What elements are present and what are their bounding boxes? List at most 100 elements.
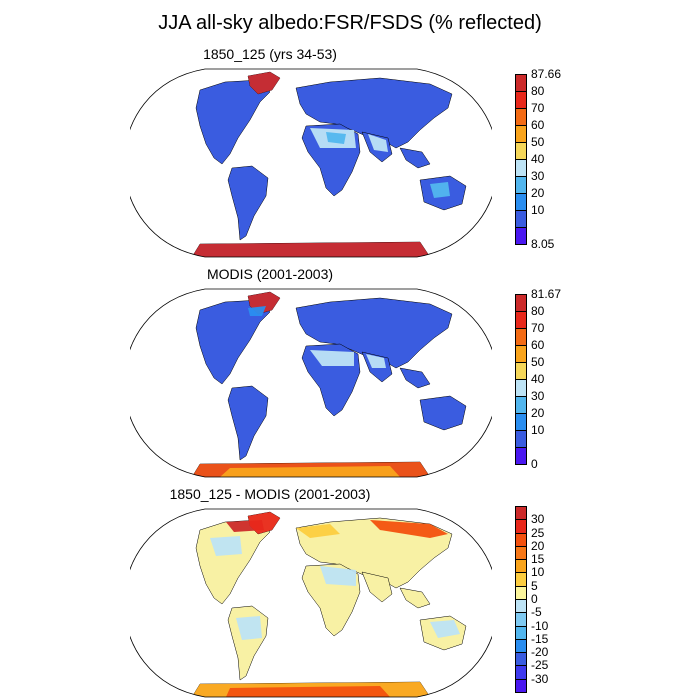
colorbar-swatch [515,519,527,534]
panel-title-model: 1850_125 (yrs 34-53) [203,46,337,62]
colorbar-swatch [515,108,527,126]
colorbar-swatch [515,227,527,245]
colorbar-label: 70 [531,101,545,115]
map-diff [130,508,492,698]
colorbar-label: 87.66 [531,67,562,81]
colorbar-swatch [515,572,527,587]
accent-patch [368,134,388,152]
colorbar-label: 30 [531,512,545,527]
panel-title-obs: MODIS (2001-2003) [206,266,334,282]
colorbar-swatch [515,159,527,177]
colorbar-swatch [515,74,527,92]
colorbar-label: 0 [531,592,538,606]
colorbar-label: 20 [531,538,545,553]
accent-patch [248,72,280,94]
accent-patch [320,566,356,586]
colorbar-label: 30 [531,169,545,183]
accents-model [192,72,450,257]
colorbar-swatch [515,506,527,521]
colorbar-label: 50 [531,355,545,369]
colorbar-swatch [515,678,527,693]
land-mask-model [191,71,467,257]
colorbar-label: 60 [531,118,545,132]
eurasia [295,77,453,149]
map-outline-obs [130,288,492,478]
colorbar-label: -20 [531,645,549,660]
accents-obs [192,292,430,477]
accent-patch [430,620,460,638]
accent-patch [370,520,448,538]
colorbar-label: 80 [531,304,545,318]
colorbar-label: 20 [531,186,545,200]
colorbar-swatch [515,447,527,465]
colorbar-label: -25 [531,658,549,673]
colorbar-label: 40 [531,152,545,166]
colorbar-label: 0 [531,457,538,471]
panel-title-diff: 1850_125 - MODIS (2001-2003) [169,486,371,502]
map-model [130,68,492,258]
colorbar-label: 70 [531,321,545,335]
colorbar-swatch [515,379,527,397]
colorbar-label: 60 [531,338,545,352]
colorbar-label: -10 [531,618,549,633]
accent-patch [248,306,266,316]
colorbar-swatch [515,91,527,109]
colorbar-label: 20 [531,406,545,420]
colorbar-swatch [515,193,527,211]
colorbar-swatch [515,612,527,627]
colorbar-label: 30 [531,389,545,403]
colorbar-swatch [515,545,527,561]
colorbar-swatch [515,176,527,194]
accent-patch [210,536,242,556]
colorbar-label: 10 [531,203,545,217]
colorbar-model: 87.66 80 70 60 50 40 30 20 10 8.05 [515,68,585,250]
land-mask-obs [191,291,467,477]
colorbar-label: -5 [531,605,542,620]
southeast-asia [399,147,431,169]
colorbar-swatch [515,210,527,228]
map-outline-model [130,68,492,258]
accent-patch [366,354,386,368]
colorbar-swatch [515,142,527,160]
colorbar-label: 25 [531,525,545,540]
accent-patch [220,466,400,477]
map-outline-diff [130,508,492,698]
colorbar-label: 80 [531,84,545,98]
colorbar-swatch [515,585,527,600]
colorbar-label: -30 [531,671,549,686]
colorbar-swatch [515,532,527,547]
colorbar-label: 10 [531,565,545,580]
colorbar-swatch [515,413,527,431]
accent-patch [430,182,450,198]
colorbar-swatch [515,559,527,574]
colorbar-label: 40 [531,372,545,386]
accent-patch [248,512,280,534]
accent-patch [192,242,430,257]
colorbar-label: 15 [531,552,545,567]
colorbar-swatch [515,125,527,143]
colorbar-label: 10 [531,423,545,437]
colorbar-obs: 81.67 80 70 60 50 40 30 20 10 0 [515,288,585,470]
colorbar-swatch [515,345,527,363]
colorbar-diff: 30 25 20 15 10 5 0 -5 -10 -15 -20 -25 -30 [515,506,585,693]
accent-patch [326,132,346,144]
accent-patch [226,686,390,697]
south-america [227,165,269,241]
colorbar-label: 5 [531,578,538,593]
colorbar-swatch [515,430,527,448]
colorbar-swatch [515,294,527,312]
colorbar-swatch [515,625,527,640]
map-obs [130,288,492,478]
colorbar-swatch [515,362,527,380]
colorbar-swatch [515,311,527,329]
colorbar-label: 50 [531,135,545,149]
colorbar-swatch [515,638,527,654]
colorbar-swatch [515,599,527,614]
colorbar-swatch [515,396,527,414]
colorbar-swatch [515,665,527,680]
accents-diff [192,512,460,697]
colorbar-label: 8.05 [531,237,555,251]
accent-patch [310,350,354,366]
accent-patch [296,524,340,538]
colorbar-label: -15 [531,631,549,646]
